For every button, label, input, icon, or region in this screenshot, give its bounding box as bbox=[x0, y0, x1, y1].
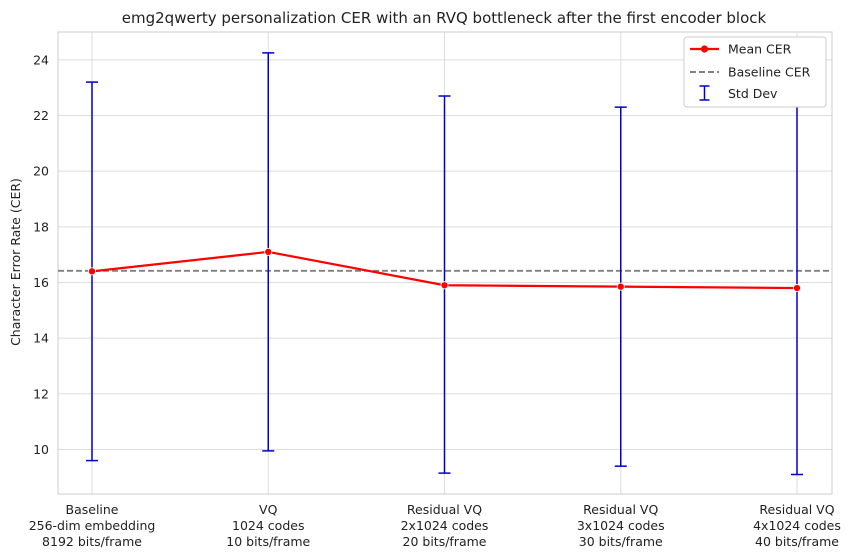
plot-frame bbox=[57, 31, 833, 495]
x-tick-label-line: VQ bbox=[259, 502, 278, 517]
x-tick-label-line: Residual VQ bbox=[759, 502, 834, 517]
y-tick-label: 20 bbox=[33, 164, 49, 179]
x-tick-label: Residual VQ 4x1024 codes 40 bits/frame bbox=[753, 502, 841, 549]
mean-cer-point bbox=[88, 267, 97, 276]
error-bar-layer bbox=[86, 52, 803, 476]
y-tick-label: 24 bbox=[33, 52, 49, 67]
legend-box bbox=[683, 36, 827, 108]
x-tick-label-line: 20 bits/frame bbox=[403, 534, 487, 549]
mean-cer-point bbox=[616, 282, 625, 291]
mean-cer-point bbox=[440, 281, 449, 290]
y-ticks: 10 12 14 16 18 20 22 24 bbox=[33, 52, 49, 457]
x-tick-label-line: Residual VQ bbox=[407, 502, 482, 517]
mean-line-layer bbox=[88, 247, 802, 293]
mean-cer-point bbox=[793, 284, 802, 293]
legend-stddev-swatch bbox=[699, 85, 710, 101]
x-tick-label-line: 40 bits/frame bbox=[755, 534, 839, 549]
legend-mean-marker bbox=[700, 45, 709, 53]
y-tick-label: 10 bbox=[33, 442, 49, 457]
y-tick-label: 18 bbox=[33, 219, 49, 234]
legend-stddev-label: Std Dev bbox=[728, 86, 778, 101]
x-tick-label-line: 3x1024 codes bbox=[577, 518, 665, 533]
y-tick-label: 16 bbox=[33, 275, 49, 290]
x-tick-label-line: 30 bits/frame bbox=[579, 534, 663, 549]
legend: Mean CER Baseline CER Std Dev bbox=[683, 36, 827, 108]
x-ticks: Baseline 256-dim embedding 8192 bits/frame… bbox=[29, 502, 841, 549]
chart-title: emg2qwerty personalization CER with an R… bbox=[122, 9, 767, 27]
x-tick-label-line: 2x1024 codes bbox=[401, 518, 489, 533]
legend-mean-label: Mean CER bbox=[728, 42, 792, 57]
mean-cer-point bbox=[264, 247, 273, 256]
y-axis-label: Character Error Rate (CER) bbox=[8, 178, 23, 346]
x-tick-label-line: 1024 codes bbox=[232, 518, 304, 533]
x-tick-label-line: Baseline bbox=[66, 502, 119, 517]
x-tick-label-line: 4x1024 codes bbox=[753, 518, 841, 533]
y-tick-label: 12 bbox=[33, 386, 49, 401]
y-tick-label: 14 bbox=[33, 331, 49, 346]
x-tick-label-line: 256-dim embedding bbox=[29, 518, 156, 533]
y-tick-label: 22 bbox=[33, 108, 49, 123]
x-tick-label: Residual VQ 2x1024 codes 20 bits/frame bbox=[401, 502, 489, 549]
x-tick-label: VQ 1024 codes 10 bits/frame bbox=[226, 502, 310, 549]
x-tick-label-line: 8192 bits/frame bbox=[42, 534, 142, 549]
x-tick-label-line: Residual VQ bbox=[583, 502, 658, 517]
legend-baseline-label: Baseline CER bbox=[728, 65, 811, 80]
x-tick-label: Residual VQ 3x1024 codes 30 bits/frame bbox=[577, 502, 665, 549]
x-tick-label: Baseline 256-dim embedding 8192 bits/frame bbox=[29, 502, 156, 549]
x-tick-label-line: 10 bits/frame bbox=[226, 534, 310, 549]
